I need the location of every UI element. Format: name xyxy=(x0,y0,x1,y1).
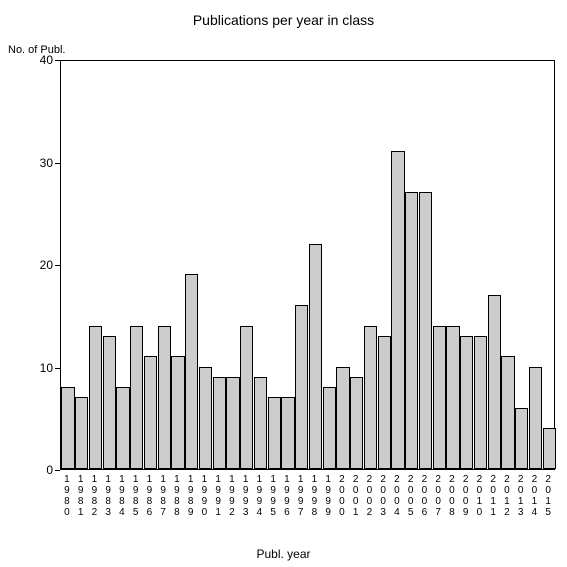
xtick-label: 1994 xyxy=(253,474,267,518)
ytick-mark xyxy=(55,265,60,266)
xtick-label: 1998 xyxy=(308,474,322,518)
ytick-mark xyxy=(55,163,60,164)
bar xyxy=(158,326,171,470)
bar xyxy=(144,356,157,469)
xtick-label: 2002 xyxy=(363,474,377,518)
bar xyxy=(185,274,198,469)
xtick-label: 1989 xyxy=(184,474,198,518)
bar xyxy=(474,336,487,469)
xtick-label: 1990 xyxy=(198,474,212,518)
bar xyxy=(501,356,514,469)
bar xyxy=(364,326,377,470)
ytick-label: 10 xyxy=(23,361,53,375)
bar xyxy=(543,428,556,469)
bar xyxy=(391,151,404,469)
xtick-label: 1980 xyxy=(60,474,74,518)
bar xyxy=(240,326,253,470)
bar xyxy=(460,336,473,469)
ytick-label: 0 xyxy=(23,463,53,477)
xtick-label: 2010 xyxy=(473,474,487,518)
bar xyxy=(61,387,74,469)
bar xyxy=(171,356,184,469)
bar xyxy=(309,244,322,470)
ytick-mark xyxy=(55,368,60,369)
xtick-label: 1999 xyxy=(321,474,335,518)
bar xyxy=(488,295,501,469)
xtick-label: 2005 xyxy=(404,474,418,518)
xtick-label: 1997 xyxy=(294,474,308,518)
ytick-label: 20 xyxy=(23,258,53,272)
xtick-label: 1983 xyxy=(101,474,115,518)
xtick-label: 2000 xyxy=(335,474,349,518)
xtick-label: 2006 xyxy=(418,474,432,518)
xtick-label: 1996 xyxy=(280,474,294,518)
bar xyxy=(350,377,363,469)
xtick-label: 2015 xyxy=(541,474,555,518)
bar xyxy=(529,367,542,470)
plot-area xyxy=(60,60,555,470)
xtick-label: 1985 xyxy=(129,474,143,518)
bar xyxy=(89,326,102,470)
xtick-label: 1984 xyxy=(115,474,129,518)
xtick-label: 1991 xyxy=(211,474,225,518)
bar xyxy=(254,377,267,469)
chart-container: Publications per year in class No. of Pu… xyxy=(0,0,567,567)
bar xyxy=(116,387,129,469)
xtick-label: 2012 xyxy=(500,474,514,518)
xtick-label: 1993 xyxy=(239,474,253,518)
xtick-label: 2004 xyxy=(390,474,404,518)
xtick-label: 2014 xyxy=(528,474,542,518)
bar xyxy=(446,326,459,470)
ytick-mark xyxy=(55,60,60,61)
xtick-label: 1986 xyxy=(143,474,157,518)
bar xyxy=(378,336,391,469)
xtick-label: 1995 xyxy=(266,474,280,518)
xtick-label: 2008 xyxy=(445,474,459,518)
bar xyxy=(213,377,226,469)
bar xyxy=(336,367,349,470)
bar xyxy=(226,377,239,469)
xtick-label: 2007 xyxy=(431,474,445,518)
bar xyxy=(419,192,432,469)
bar xyxy=(75,397,88,469)
xtick-label: 2009 xyxy=(459,474,473,518)
bar xyxy=(405,192,418,469)
chart-title: Publications per year in class xyxy=(0,12,567,28)
xtick-layer: 1980198119821983198419851986198719881989… xyxy=(60,474,555,524)
xtick-label: 1987 xyxy=(156,474,170,518)
xtick-label: 1981 xyxy=(74,474,88,518)
bar xyxy=(130,326,143,470)
bar xyxy=(103,336,116,469)
xtick-label: 1988 xyxy=(170,474,184,518)
xtick-label: 2001 xyxy=(349,474,363,518)
ytick-label: 40 xyxy=(23,53,53,67)
bar xyxy=(199,367,212,470)
bar xyxy=(323,387,336,469)
xtick-label: 2003 xyxy=(376,474,390,518)
bar xyxy=(515,408,528,470)
bar xyxy=(281,397,294,469)
xtick-label: 1982 xyxy=(88,474,102,518)
ytick-label: 30 xyxy=(23,156,53,170)
bar xyxy=(295,305,308,469)
bar xyxy=(433,326,446,470)
xtick-label: 2013 xyxy=(514,474,528,518)
ytick-mark xyxy=(55,470,60,471)
xtick-label: 1992 xyxy=(225,474,239,518)
xaxis-title: Publ. year xyxy=(0,547,567,561)
bar xyxy=(268,397,281,469)
xtick-label: 2011 xyxy=(486,474,500,518)
